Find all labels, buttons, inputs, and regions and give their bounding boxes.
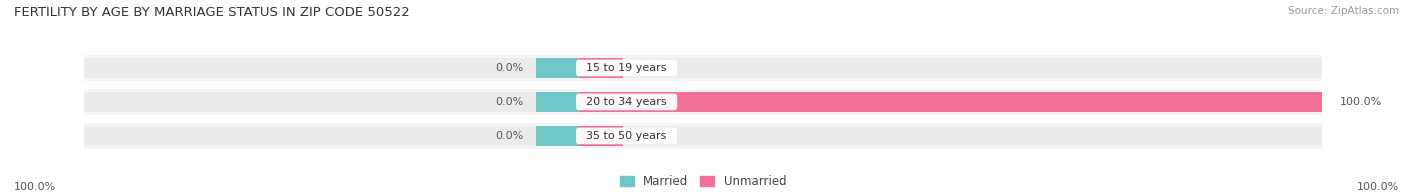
Bar — [579, 58, 623, 78]
Bar — [84, 55, 1322, 81]
Text: FERTILITY BY AGE BY MARRIAGE STATUS IN ZIP CODE 50522: FERTILITY BY AGE BY MARRIAGE STATUS IN Z… — [14, 6, 409, 19]
Text: 0.0%: 0.0% — [495, 131, 523, 141]
Text: 100.0%: 100.0% — [1340, 97, 1382, 107]
Text: 20 to 34 years: 20 to 34 years — [579, 97, 673, 107]
Text: 0.0%: 0.0% — [636, 63, 664, 73]
Text: 0.0%: 0.0% — [636, 131, 664, 141]
Text: 0.0%: 0.0% — [495, 63, 523, 73]
Text: Source: ZipAtlas.com: Source: ZipAtlas.com — [1288, 6, 1399, 16]
Bar — [536, 126, 579, 146]
Text: 100.0%: 100.0% — [1357, 182, 1399, 192]
Text: 100.0%: 100.0% — [14, 182, 56, 192]
Bar — [536, 58, 579, 78]
Text: 35 to 50 years: 35 to 50 years — [579, 131, 673, 141]
Bar — [84, 126, 1322, 146]
Bar — [84, 123, 1322, 149]
Bar — [579, 92, 623, 112]
Bar — [84, 89, 1322, 115]
Bar — [84, 92, 1322, 112]
Bar — [84, 58, 1322, 78]
Text: 0.0%: 0.0% — [495, 97, 523, 107]
Bar — [579, 126, 623, 146]
Bar — [536, 92, 579, 112]
Text: 15 to 19 years: 15 to 19 years — [579, 63, 673, 73]
Bar — [579, 92, 1322, 112]
Legend: Married, Unmarried: Married, Unmarried — [620, 175, 786, 188]
